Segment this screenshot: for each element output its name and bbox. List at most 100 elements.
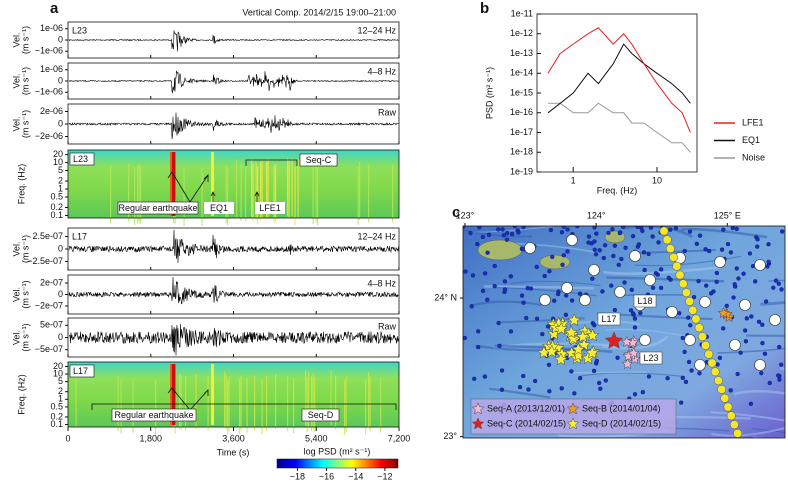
seismicity [569,369,574,374]
cable-node [688,305,698,315]
station [614,286,626,298]
seismicity [598,386,603,391]
seismicity [776,373,781,378]
seismicity [714,270,720,276]
seismicity [697,233,703,238]
seismicity [477,226,482,230]
cable-node [701,340,711,350]
cable-node [729,420,739,430]
seismicity [721,326,726,331]
cable-node [713,376,723,386]
y-tick-label: 0.2 [50,411,63,421]
spectrogram-stripe [266,161,268,220]
y-axis-label: (m s⁻¹) [20,110,30,138]
spectrogram-stripe [312,166,314,225]
seismicity [677,311,682,316]
seismicity [502,279,508,284]
y-tick-label: 0 [58,332,63,342]
seismicity [697,371,702,376]
seismicity [648,226,654,230]
seismicity [719,247,725,252]
seismicity [497,343,502,348]
seismicity [656,240,661,245]
seismicity [565,227,570,232]
seismicity [486,232,492,237]
y-axis-label: Vel. [11,287,21,302]
x-tick-label: 5,400 [305,433,328,443]
legend-label: EQ1 [742,135,760,145]
seismicity [679,400,684,405]
seq-d-star [544,344,559,358]
seismicity [521,226,526,230]
seismicity [717,355,723,361]
colorbar-label: log PSD (m² s⁻¹) [304,446,371,456]
spectrogram-stripe [359,161,361,220]
seismicity [759,371,764,376]
spectrogram-stripe [224,371,226,427]
station [754,259,766,271]
seismicity [658,285,664,291]
relief [768,279,785,282]
seismicity [492,283,497,289]
seismicity [546,362,552,368]
annotation-box [299,153,338,167]
plot-frame [536,13,698,173]
station [666,306,678,318]
annotation: EQ1 [210,203,228,213]
trace-frame [67,227,400,271]
spectrogram-stripe [183,167,185,226]
seismicity [666,275,671,280]
seismicity [735,371,740,377]
map-frame [462,225,786,439]
arrow [210,191,260,202]
seismicity [622,280,627,285]
x-tick-label: 10 [652,175,662,185]
cable-node [717,384,727,394]
waveform [68,30,399,52]
y-tick-label: 5e-07 [40,320,63,330]
legend-star [471,402,485,415]
seismicity [753,279,758,284]
seismicity [732,282,737,287]
spectrogram-stripe [293,378,295,434]
cable-node [697,332,707,342]
seismicity [472,376,477,381]
spectrogram-stripe [291,158,293,217]
station-tag [639,351,663,365]
bracket [91,403,397,410]
spectrogram-stripe [240,162,242,221]
seismicity [780,229,785,234]
spectrogram-stripe [185,375,187,431]
seq-d-star [571,342,586,356]
seismicity [682,349,687,354]
station-box [69,152,95,166]
seismicity [504,230,510,236]
seismicity [565,249,570,254]
y-tick-label: 5 [58,165,63,175]
y-axis-label: (m s⁻¹) [20,280,30,308]
seismicity [519,293,525,298]
band-label: Raw [378,107,397,117]
y-tick-label: 0 [58,243,63,253]
station [714,256,726,268]
seismicity [468,230,473,236]
seismicity [731,295,736,300]
y-tick-label: −1e-06 [35,87,63,97]
seismicity [561,253,566,258]
seismicity [636,226,642,229]
lon-tick-label: 124° [587,210,606,220]
y-axis-label: (m s⁻¹) [20,67,30,95]
seismicity [552,298,557,303]
y-axis-label: (m s⁻¹) [20,26,30,54]
seismicity [747,251,753,256]
seismicity [628,308,634,313]
cable-node [723,402,733,412]
y-tick-label: −2e-07 [35,300,63,310]
y-tick-label: −2.5e-07 [27,256,63,266]
y-tick-label: 1 [58,183,63,193]
lon-tick-label: 125° E [714,210,741,220]
seismicity [492,263,497,269]
seismicity [508,274,514,279]
seismicity [482,271,488,276]
y-tick-label: 0.5 [50,191,63,201]
